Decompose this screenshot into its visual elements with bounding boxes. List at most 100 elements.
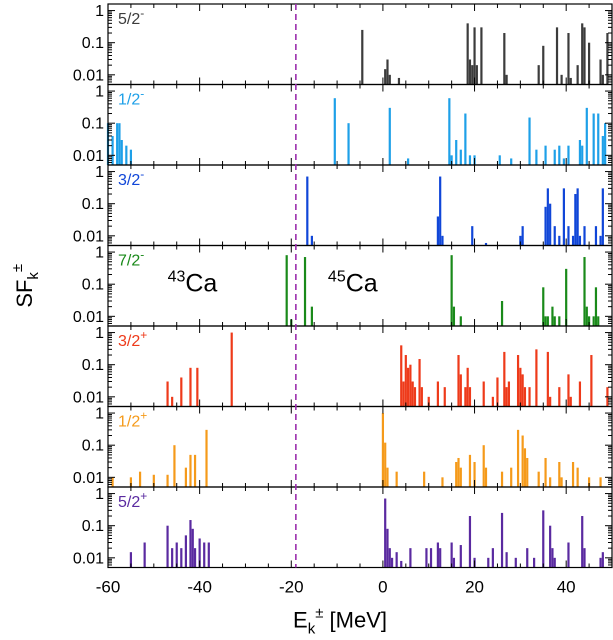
- bar: [487, 557, 490, 568]
- bar: [496, 377, 499, 407]
- bar: [386, 59, 389, 85]
- y-tick-label: 0.01: [73, 228, 104, 245]
- bar: [599, 557, 602, 568]
- bar: [590, 355, 593, 407]
- y-tick-label: 0.1: [82, 518, 104, 535]
- bar: [473, 462, 476, 487]
- bar: [427, 396, 430, 407]
- bar: [521, 374, 524, 407]
- bar: [558, 462, 561, 487]
- bar: [544, 145, 547, 165]
- bar: [193, 548, 197, 568]
- bar: [592, 113, 595, 165]
- bar: [388, 74, 391, 85]
- bar: [303, 257, 307, 326]
- bar: [413, 387, 417, 407]
- bar: [111, 477, 114, 487]
- bar: [560, 477, 563, 487]
- bar: [583, 257, 586, 326]
- bar: [450, 155, 453, 165]
- bar: [505, 552, 508, 568]
- bar: [409, 364, 412, 407]
- bar: [523, 387, 527, 407]
- panel-label-parity: +: [140, 328, 147, 342]
- bar: [196, 367, 199, 407]
- bar: [510, 158, 513, 165]
- bar: [585, 107, 588, 165]
- bar: [473, 27, 476, 85]
- bar: [581, 145, 584, 165]
- bar: [500, 471, 504, 487]
- bar: [381, 413, 385, 487]
- bar: [420, 387, 423, 407]
- bar: [468, 387, 472, 407]
- bar: [400, 345, 403, 407]
- y-tick-label: 0.1: [82, 438, 104, 455]
- panel-label-parity: -: [140, 87, 144, 101]
- bar: [581, 23, 584, 85]
- bar: [175, 542, 178, 568]
- bar: [549, 525, 552, 568]
- bar: [441, 235, 444, 246]
- bar: [143, 542, 146, 568]
- bar: [542, 45, 545, 85]
- bar: [468, 454, 472, 487]
- bar: [544, 206, 547, 246]
- panel-label: 5/2-: [118, 6, 144, 28]
- bar: [528, 387, 531, 407]
- panel-label-parity: -: [140, 6, 144, 20]
- bar: [521, 226, 524, 246]
- bar: [450, 542, 453, 568]
- bar: [448, 98, 451, 165]
- bar: [516, 429, 520, 487]
- bar: [599, 59, 602, 85]
- bar: [189, 367, 192, 407]
- bar: [571, 235, 575, 246]
- bar: [455, 140, 458, 165]
- y-tick-label: 1: [95, 325, 104, 342]
- bar: [409, 548, 412, 568]
- bar: [558, 387, 561, 407]
- bar: [411, 381, 414, 407]
- panel-label: 7/2-: [118, 248, 144, 270]
- bar: [553, 557, 556, 568]
- bar: [475, 65, 478, 85]
- bar: [587, 42, 591, 85]
- bar: [583, 548, 586, 568]
- bar: [601, 188, 604, 246]
- bar: [166, 474, 169, 487]
- bar: [567, 145, 570, 165]
- bar: [505, 387, 508, 407]
- bar: [384, 442, 387, 487]
- bar: [585, 306, 588, 326]
- bar: [567, 542, 570, 568]
- panel-label-parity: -: [140, 167, 144, 181]
- bar: [466, 367, 469, 407]
- bar: [436, 381, 439, 407]
- bar: [542, 287, 545, 326]
- bar: [574, 194, 577, 246]
- bar: [166, 381, 169, 407]
- bar: [459, 149, 462, 165]
- bar: [468, 516, 472, 568]
- bar: [407, 367, 410, 407]
- bar: [491, 548, 494, 568]
- panel-2: 0.01 0.1 1 1/2-: [73, 84, 613, 166]
- bar: [457, 457, 460, 487]
- bar: [116, 123, 119, 165]
- bar: [459, 467, 462, 487]
- x-tick-label: -40: [187, 578, 212, 597]
- bar: [537, 65, 540, 85]
- bar: [464, 113, 467, 165]
- bar: [604, 123, 607, 165]
- bar: [129, 477, 133, 487]
- bar: [523, 448, 527, 487]
- bar: [594, 226, 598, 246]
- bar: [310, 306, 313, 326]
- bar: [347, 123, 350, 165]
- x-tick-label: 40: [557, 578, 576, 597]
- bar: [514, 557, 517, 568]
- panel-7: 0.01 0.1 1 5/2+: [73, 486, 613, 569]
- bar: [397, 77, 401, 85]
